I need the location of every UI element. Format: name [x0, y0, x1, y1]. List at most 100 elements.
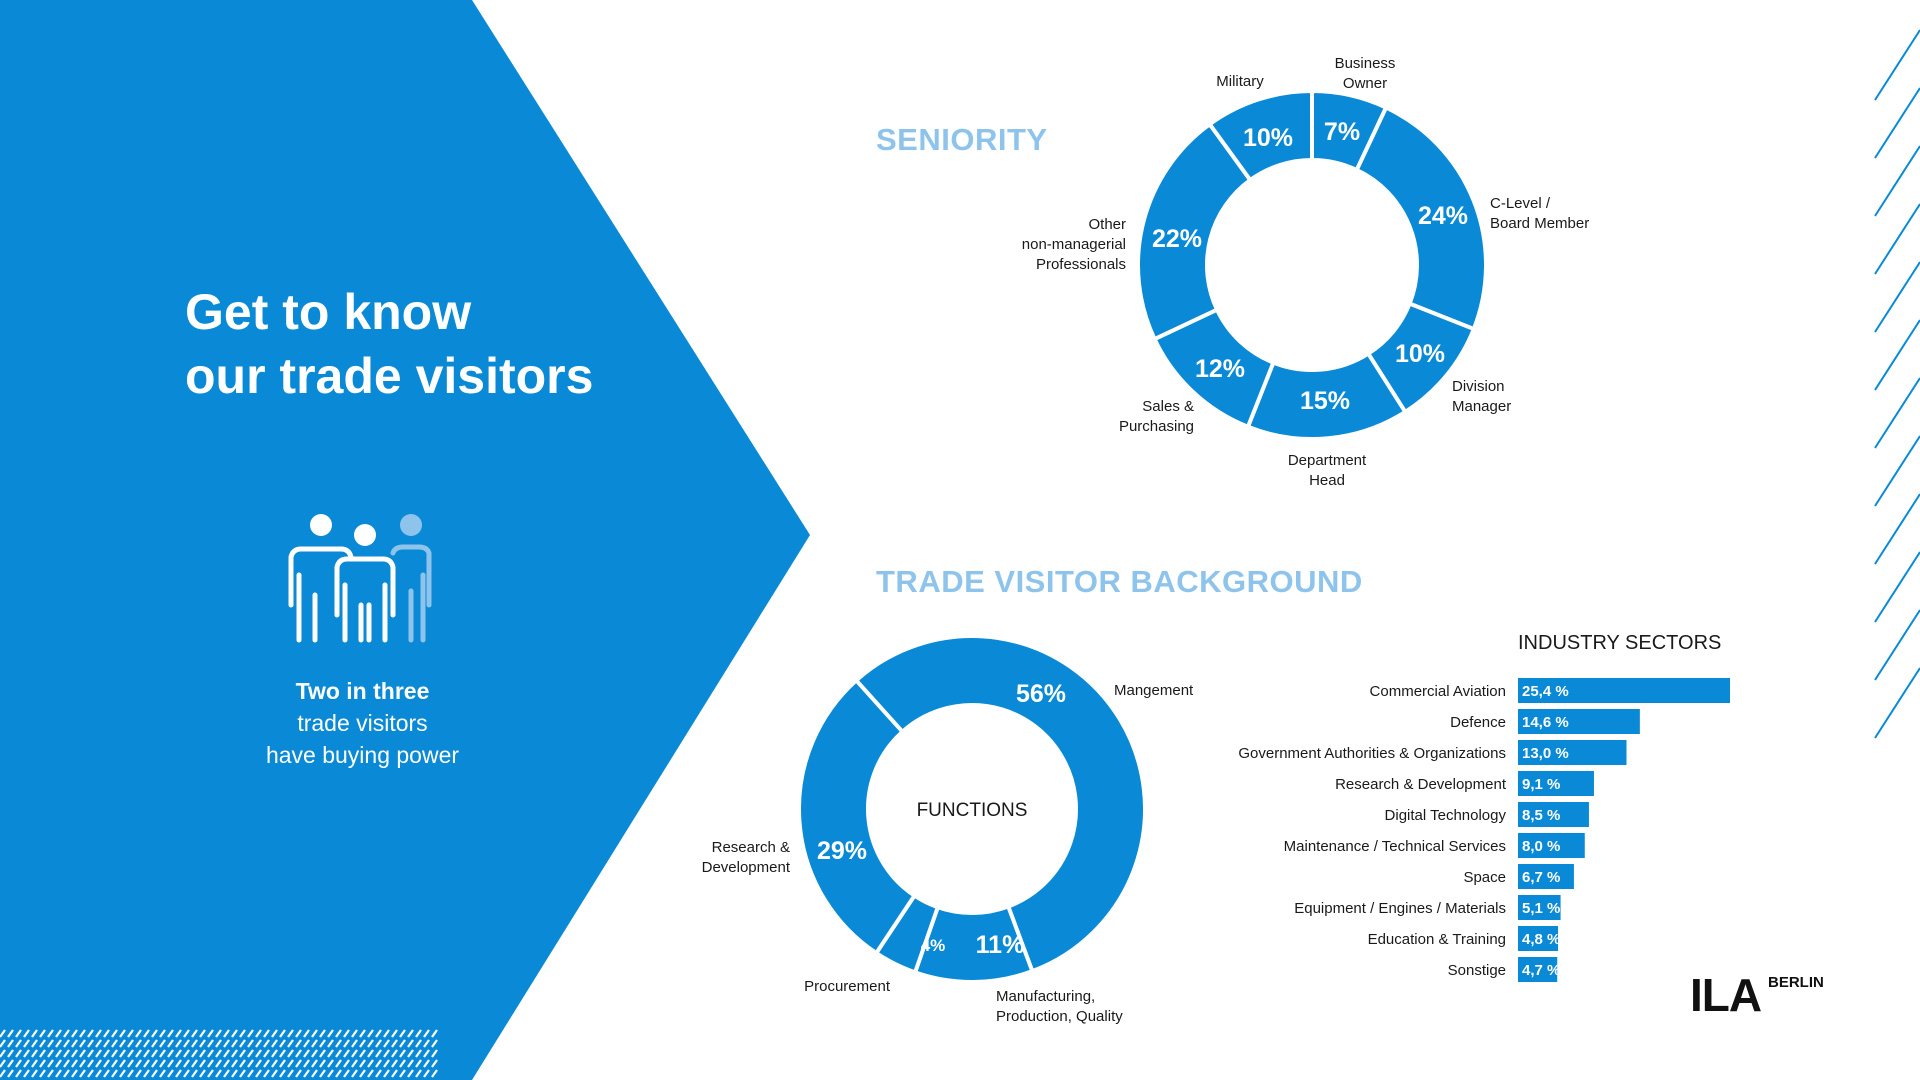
hatch-stroke: [391, 1049, 398, 1058]
hatch-stroke: [111, 1069, 118, 1078]
hatch-stroke: [63, 1039, 70, 1048]
hatch-stroke: [223, 1049, 230, 1058]
hatch-stroke: [71, 1069, 78, 1078]
headline-line-1: Get to know: [185, 284, 472, 340]
hatch-stroke: [1874, 29, 1920, 101]
slice-value-label: 29%: [817, 837, 867, 865]
hatch-stroke: [55, 1059, 62, 1068]
donut-slice-mangement: [853, 634, 1147, 974]
hatch-stroke: [247, 1049, 254, 1058]
hatch-stroke: [31, 1039, 38, 1048]
hatch-stroke: [351, 1039, 358, 1048]
hatch-stroke: [247, 1029, 254, 1038]
functions-donut-chart: 56% 11% 4% 29% Mangement Manufacturing, Produc…: [702, 634, 1194, 1025]
hatch-stroke: [175, 1049, 182, 1058]
hatch-stroke: [335, 1069, 342, 1078]
slice-category-label: Owner: [1343, 75, 1387, 92]
right-hatch-pattern: [1874, 29, 1920, 739]
hatch-stroke: [375, 1039, 382, 1048]
hatch-stroke: [143, 1049, 150, 1058]
hatch-stroke: [431, 1039, 438, 1048]
hatch-stroke: [127, 1049, 134, 1058]
hatch-stroke: [1874, 145, 1920, 217]
hatch-stroke: [1874, 261, 1920, 333]
hatch-stroke: [247, 1059, 254, 1068]
industry-sectors-title: INDUSTRY SECTORS: [1518, 632, 1722, 654]
hatch-stroke: [327, 1059, 334, 1068]
hatch-stroke: [239, 1059, 246, 1068]
hatch-stroke: [127, 1069, 134, 1078]
donut-slice-research-development: [797, 677, 918, 956]
slice-category-label: Research &: [712, 839, 790, 856]
industry-bar-value: 14,6 %: [1522, 714, 1569, 731]
hatch-stroke: [135, 1049, 142, 1058]
slice-category-label: Development: [702, 859, 791, 876]
hatch-stroke: [31, 1059, 38, 1068]
industry-bar-value: 8,5 %: [1522, 807, 1560, 824]
slice-category-label: Manager: [1452, 398, 1511, 415]
slice-value-label: 11%: [976, 931, 1025, 959]
hatch-stroke: [63, 1059, 70, 1068]
hatch-stroke: [199, 1059, 206, 1068]
hatch-stroke: [199, 1039, 206, 1048]
hatch-stroke: [263, 1059, 270, 1068]
hatch-stroke: [1874, 435, 1920, 507]
hatch-stroke: [63, 1049, 70, 1058]
trade-visitor-background-title: TRADE VISITOR BACKGROUND: [876, 564, 1363, 599]
hatch-stroke: [231, 1059, 238, 1068]
hatch-stroke: [159, 1049, 166, 1058]
hatch-stroke: [143, 1039, 150, 1048]
hatch-stroke: [111, 1049, 118, 1058]
hatch-stroke: [407, 1069, 414, 1078]
hatch-stroke: [87, 1039, 94, 1048]
hatch-stroke: [327, 1039, 334, 1048]
hatch-stroke: [399, 1049, 406, 1058]
hatch-stroke: [207, 1039, 214, 1048]
hatch-stroke: [351, 1049, 358, 1058]
hatch-stroke: [71, 1059, 78, 1068]
hatch-stroke: [7, 1069, 14, 1078]
industry-category-label: Commercial Aviation: [1370, 683, 1506, 700]
hatch-stroke: [407, 1049, 414, 1058]
hatch-stroke: [79, 1029, 86, 1038]
hatch-stroke: [151, 1029, 158, 1038]
people-group-icon: [288, 514, 432, 643]
hatch-stroke: [15, 1069, 22, 1078]
hatch-stroke: [319, 1029, 326, 1038]
hatch-stroke: [399, 1039, 406, 1048]
seniority-title: SENIORITY: [876, 122, 1048, 157]
slice-value-label: 15%: [1300, 387, 1350, 415]
hatch-stroke: [119, 1059, 126, 1068]
hatch-stroke: [431, 1029, 438, 1038]
hatch-stroke: [383, 1029, 390, 1038]
hatch-stroke: [319, 1049, 326, 1058]
hatch-stroke: [0, 1059, 6, 1068]
hatch-stroke: [223, 1059, 230, 1068]
hatch-stroke: [207, 1029, 214, 1038]
hatch-stroke: [167, 1029, 174, 1038]
hatch-stroke: [359, 1049, 366, 1058]
hatch-stroke: [167, 1059, 174, 1068]
hatch-stroke: [79, 1049, 86, 1058]
hatch-stroke: [367, 1029, 374, 1038]
hatch-stroke: [183, 1029, 190, 1038]
hatch-stroke: [7, 1039, 14, 1048]
hatch-stroke: [279, 1029, 286, 1038]
slice-value-label: 4%: [921, 936, 946, 955]
logo-mark: ILA: [1690, 969, 1762, 1021]
hatch-stroke: [47, 1029, 54, 1038]
hatch-stroke: [343, 1059, 350, 1068]
hatch-stroke: [351, 1059, 358, 1068]
hatch-stroke: [39, 1039, 46, 1048]
industry-bar: [1518, 864, 1574, 889]
hatch-stroke: [103, 1069, 110, 1078]
hatch-stroke: [1874, 551, 1920, 623]
hatch-stroke: [1874, 667, 1920, 739]
hatch-stroke: [103, 1029, 110, 1038]
hatch-stroke: [287, 1049, 294, 1058]
hatch-stroke: [311, 1029, 318, 1038]
hatch-stroke: [167, 1039, 174, 1048]
hatch-stroke: [279, 1069, 286, 1078]
